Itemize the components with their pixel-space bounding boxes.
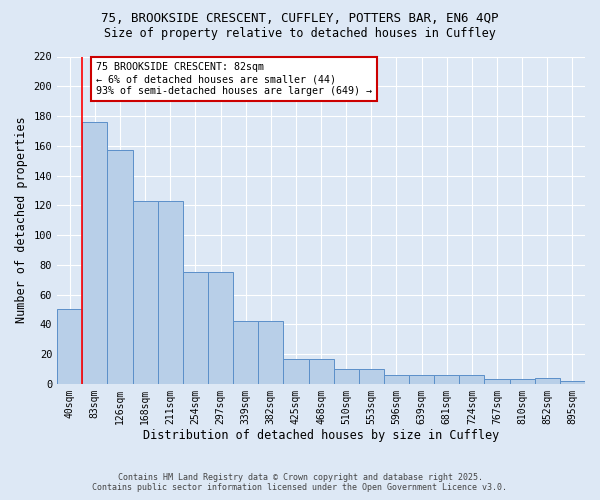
Bar <box>82 122 107 384</box>
Bar <box>484 380 509 384</box>
Bar <box>183 272 208 384</box>
Bar <box>334 369 359 384</box>
Bar <box>384 375 409 384</box>
Bar <box>359 369 384 384</box>
Bar <box>409 375 434 384</box>
Y-axis label: Number of detached properties: Number of detached properties <box>15 117 28 324</box>
Bar <box>560 381 585 384</box>
Bar <box>434 375 460 384</box>
Bar <box>158 201 183 384</box>
Bar <box>107 150 133 384</box>
Text: Size of property relative to detached houses in Cuffley: Size of property relative to detached ho… <box>104 28 496 40</box>
Bar <box>258 322 283 384</box>
Bar <box>208 272 233 384</box>
Text: Contains HM Land Registry data © Crown copyright and database right 2025.
Contai: Contains HM Land Registry data © Crown c… <box>92 473 508 492</box>
Text: 75 BROOKSIDE CRESCENT: 82sqm
← 6% of detached houses are smaller (44)
93% of sem: 75 BROOKSIDE CRESCENT: 82sqm ← 6% of det… <box>96 62 372 96</box>
X-axis label: Distribution of detached houses by size in Cuffley: Distribution of detached houses by size … <box>143 430 499 442</box>
Bar <box>509 380 535 384</box>
Bar <box>133 201 158 384</box>
Bar <box>233 322 258 384</box>
Bar <box>460 375 484 384</box>
Bar <box>535 378 560 384</box>
Text: 75, BROOKSIDE CRESCENT, CUFFLEY, POTTERS BAR, EN6 4QP: 75, BROOKSIDE CRESCENT, CUFFLEY, POTTERS… <box>101 12 499 26</box>
Bar <box>57 310 82 384</box>
Bar <box>308 358 334 384</box>
Bar <box>283 358 308 384</box>
